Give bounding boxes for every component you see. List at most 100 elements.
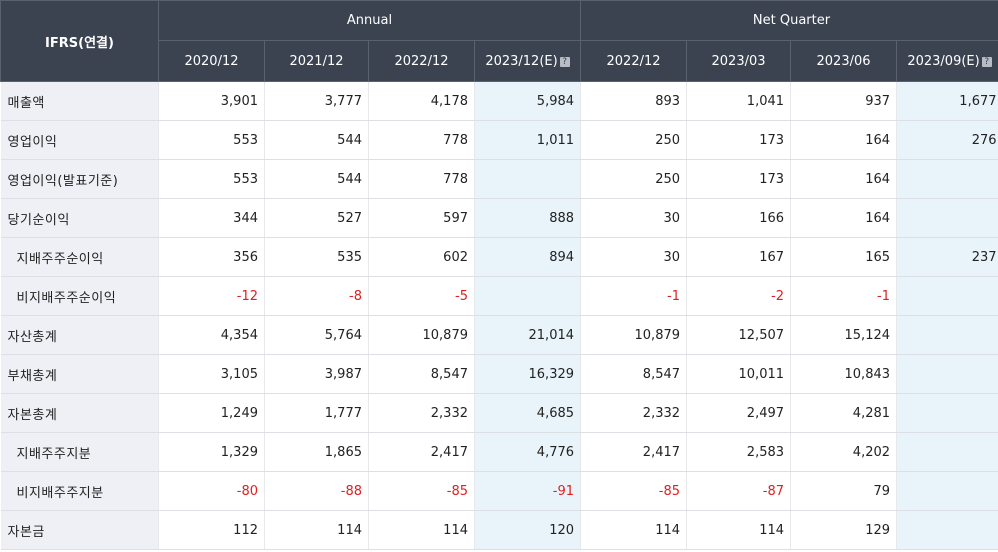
- value-cell: [473, 276, 581, 316]
- period-header: 2022/12: [580, 40, 688, 82]
- value-cell: [896, 276, 998, 316]
- value-cell: -1: [580, 276, 687, 316]
- value-cell: 164: [790, 159, 897, 199]
- value-cell: 5,984: [473, 81, 581, 121]
- period-label: 2022/12: [606, 53, 661, 69]
- period-label: 2022/12: [394, 53, 449, 69]
- value-cell: 4,178: [368, 81, 475, 121]
- value-cell: 10,011: [686, 354, 791, 394]
- value-cell: 2,417: [368, 432, 475, 472]
- value-cell: [896, 159, 998, 199]
- value-cell: [896, 393, 998, 433]
- value-cell: 114: [686, 510, 791, 550]
- value-cell: 544: [264, 159, 369, 199]
- value-cell: 8,547: [368, 354, 475, 394]
- value-cell: 356: [158, 237, 265, 277]
- row-label: 비지배주주지분: [0, 471, 159, 511]
- row-label: 자본금: [0, 510, 159, 550]
- value-cell: [896, 198, 998, 238]
- value-cell: 30: [580, 237, 687, 277]
- value-cell: 30: [580, 198, 687, 238]
- row-label: 자산총계: [0, 315, 159, 355]
- table-row: 영업이익(발표기준) 553 544 778 250 173 164: [0, 159, 998, 199]
- value-cell: 276: [896, 120, 998, 160]
- row-label: 비지배주주순이익: [0, 276, 159, 316]
- value-cell: 10,879: [580, 315, 687, 355]
- period-label: 2021/12: [289, 53, 344, 69]
- value-cell: 535: [264, 237, 369, 277]
- value-cell: [896, 471, 998, 511]
- value-cell: 4,281: [790, 393, 897, 433]
- value-cell: 112: [158, 510, 265, 550]
- value-cell: 10,879: [368, 315, 475, 355]
- value-cell: [896, 354, 998, 394]
- value-cell: 21,014: [473, 315, 581, 355]
- period-header: 2023/03: [686, 40, 792, 82]
- value-cell: 4,685: [473, 393, 581, 433]
- value-cell: 164: [790, 120, 897, 160]
- table-row: 부채총계 3,105 3,987 8,547 16,329 8,547 10,011 10,8…: [0, 354, 998, 394]
- period-header: 2023/09(E)?: [896, 40, 998, 82]
- value-cell: -1: [790, 276, 897, 316]
- value-cell: 553: [158, 159, 265, 199]
- value-cell: 2,583: [686, 432, 791, 472]
- period-header: 2023/12(E)?: [473, 40, 582, 82]
- table-row: 자본금 112 114 114 120 114 114 129: [0, 510, 998, 550]
- value-cell: 894: [473, 237, 581, 277]
- value-cell: 778: [368, 159, 475, 199]
- value-cell: 12,507: [686, 315, 791, 355]
- value-cell: -12: [158, 276, 265, 316]
- value-cell: -2: [686, 276, 791, 316]
- estimate-info-icon[interactable]: ?: [981, 56, 992, 67]
- table-row: 비지배주주순이익 -12 -8 -5 -1 -2 -1: [0, 276, 998, 316]
- period-label: 2023/12(E): [485, 53, 558, 69]
- value-cell: -8: [264, 276, 369, 316]
- value-cell: 10,843: [790, 354, 897, 394]
- value-cell: 3,987: [264, 354, 369, 394]
- row-label: 매출액: [0, 81, 159, 121]
- value-cell: 237: [896, 237, 998, 277]
- value-cell: 15,124: [790, 315, 897, 355]
- row-label: 지배주주순이익: [0, 237, 159, 277]
- value-cell: 1,249: [158, 393, 265, 433]
- table-row: 지배주주순이익 356 535 602 894 30 167 165 237: [0, 237, 998, 277]
- ifrs-header: IFRS(연결): [0, 0, 159, 82]
- estimate-info-icon[interactable]: ?: [559, 56, 570, 67]
- annual-header: Annual: [157, 0, 582, 41]
- period-header: 2020/12: [158, 40, 265, 82]
- value-cell: -88: [264, 471, 369, 511]
- table-row: 지배주주지분 1,329 1,865 2,417 4,776 2,417 2,583 4,20…: [0, 432, 998, 472]
- value-cell: 2,332: [580, 393, 687, 433]
- value-cell: 597: [368, 198, 475, 238]
- value-cell: 4,354: [158, 315, 265, 355]
- value-cell: 893: [580, 81, 687, 121]
- value-cell: 114: [580, 510, 687, 550]
- value-cell: 544: [264, 120, 369, 160]
- value-cell: 2,497: [686, 393, 791, 433]
- value-cell: 2,332: [368, 393, 475, 433]
- value-cell: 1,777: [264, 393, 369, 433]
- period-label: 2023/03: [711, 53, 766, 69]
- value-cell: 250: [580, 120, 687, 160]
- table-row: 영업이익 553 544 778 1,011 250 173 164 276: [0, 120, 998, 160]
- value-cell: 8,547: [580, 354, 687, 394]
- value-cell: 1,865: [264, 432, 369, 472]
- value-cell: 602: [368, 237, 475, 277]
- value-cell: 1,329: [158, 432, 265, 472]
- value-cell: -80: [158, 471, 265, 511]
- row-label: 영업이익: [0, 120, 159, 160]
- row-label: 자본총계: [0, 393, 159, 433]
- row-label: 영업이익(발표기준): [0, 159, 159, 199]
- table-row: 당기순이익 344 527 597 888 30 166 164: [0, 198, 998, 238]
- period-label: 2023/09(E): [907, 53, 980, 69]
- row-label: 당기순이익: [0, 198, 159, 238]
- period-header: 2023/06: [790, 40, 898, 82]
- value-cell: 888: [473, 198, 581, 238]
- value-cell: -87: [686, 471, 791, 511]
- net-quarter-header: Net Quarter: [580, 0, 998, 41]
- value-cell: 165: [790, 237, 897, 277]
- value-cell: 120: [473, 510, 581, 550]
- period-header: 2022/12: [368, 40, 475, 82]
- value-cell: -5: [368, 276, 475, 316]
